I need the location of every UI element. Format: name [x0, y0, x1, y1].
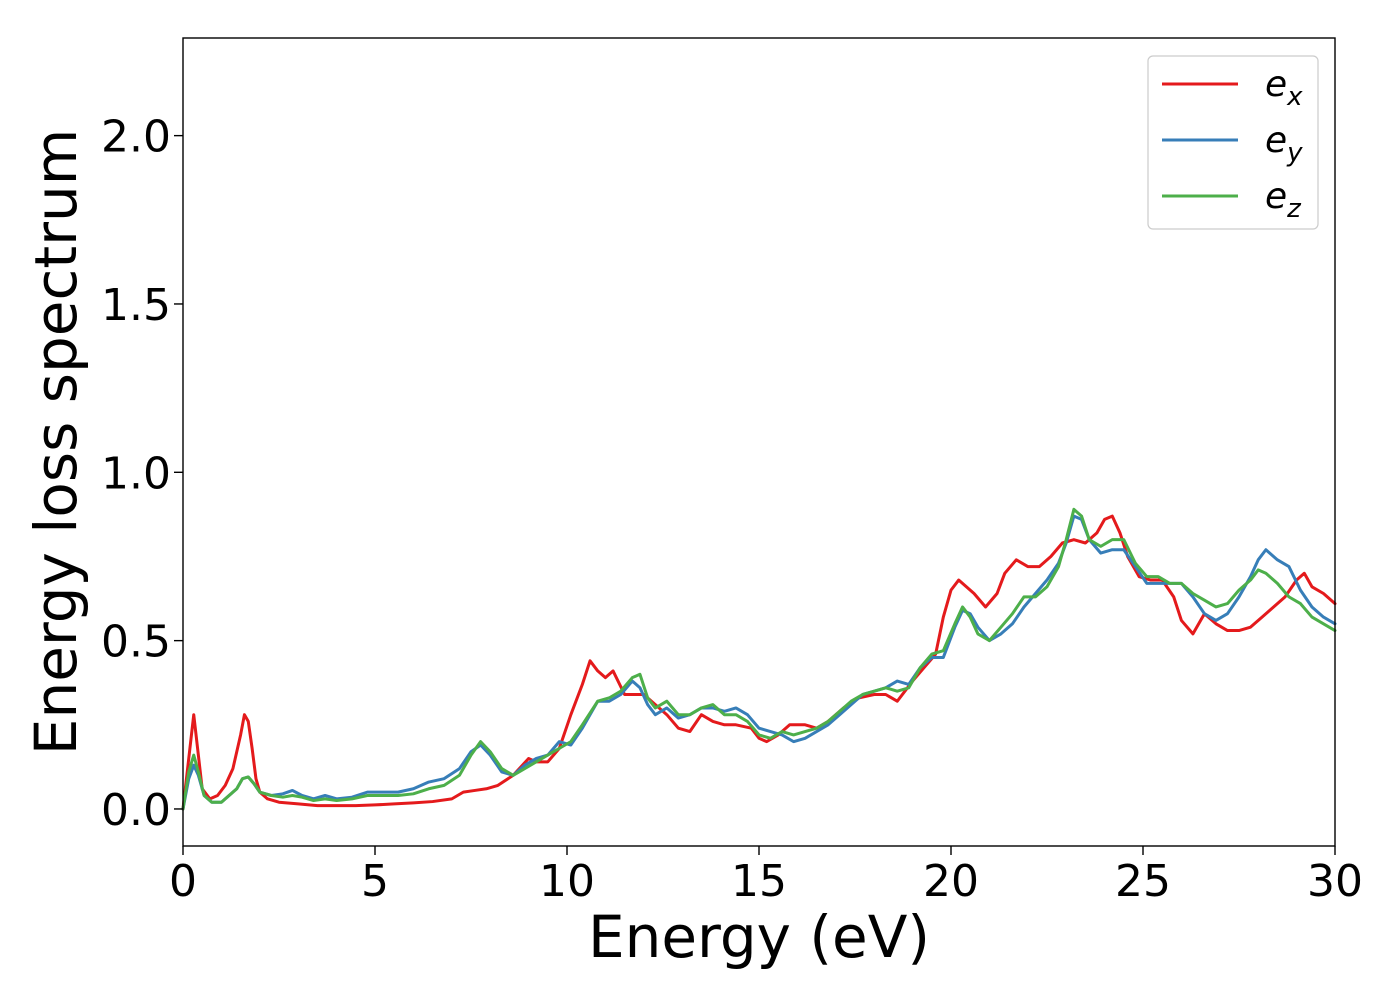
y-tick-label: 1.0 — [101, 448, 171, 499]
y-tick-label: 0.0 — [101, 785, 171, 836]
x-axis-label: Energy (eV) — [588, 903, 930, 971]
legend-label: ex — [1265, 64, 1303, 112]
y-axis-ticks: 0.0 0.5 1.0 1.5 2.0 — [101, 112, 183, 836]
legend-entry-z: ez — [1162, 176, 1302, 224]
y-axis-label: Energy loss spectrum — [22, 129, 90, 755]
legend-entry-x: ex — [1162, 64, 1303, 112]
x-tick-label: 0 — [169, 856, 197, 907]
x-tick-label: 15 — [731, 856, 787, 907]
x-tick-label: 25 — [1115, 856, 1171, 907]
y-tick-label: 1.5 — [101, 280, 171, 331]
x-tick-label: 5 — [361, 856, 389, 907]
legend-box — [1147, 55, 1319, 230]
legend-entry-y: ey — [1162, 120, 1303, 168]
legend: ex ey ez — [1147, 55, 1319, 230]
x-tick-label: 20 — [923, 856, 979, 907]
legend-label: ez — [1265, 176, 1302, 224]
x-tick-label: 10 — [539, 856, 595, 907]
legend-label: ey — [1265, 120, 1303, 168]
series-lines — [181, 507, 1337, 811]
x-axis-ticks: 0 5 10 15 20 25 30 — [169, 846, 1363, 907]
y-tick-label: 2.0 — [101, 112, 171, 163]
series-line-y — [181, 514, 1337, 811]
series-line-z — [181, 507, 1337, 811]
legend-entries: ex ey ez — [1162, 64, 1303, 224]
x-tick-label: 30 — [1307, 856, 1363, 907]
y-tick-label: 0.5 — [101, 617, 171, 668]
